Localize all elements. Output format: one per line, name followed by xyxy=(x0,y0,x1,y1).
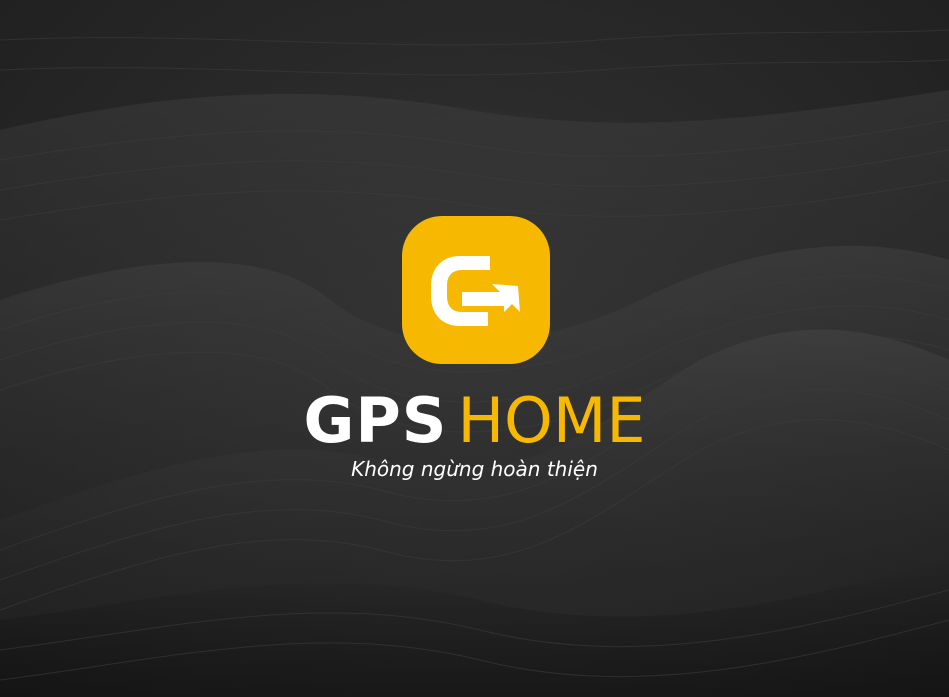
brand-name-gps: GPS xyxy=(303,384,448,457)
brand-wordmark: GPS HOME xyxy=(0,384,949,458)
brand-tagline: Không ngừng hoàn thiện xyxy=(351,457,598,481)
g-arrow-logo-icon xyxy=(402,216,550,364)
logo-tile xyxy=(402,216,550,364)
logo-arrow-mark xyxy=(462,284,520,312)
brand-name-home: HOME xyxy=(457,384,646,457)
logo-g-mark xyxy=(431,256,490,326)
